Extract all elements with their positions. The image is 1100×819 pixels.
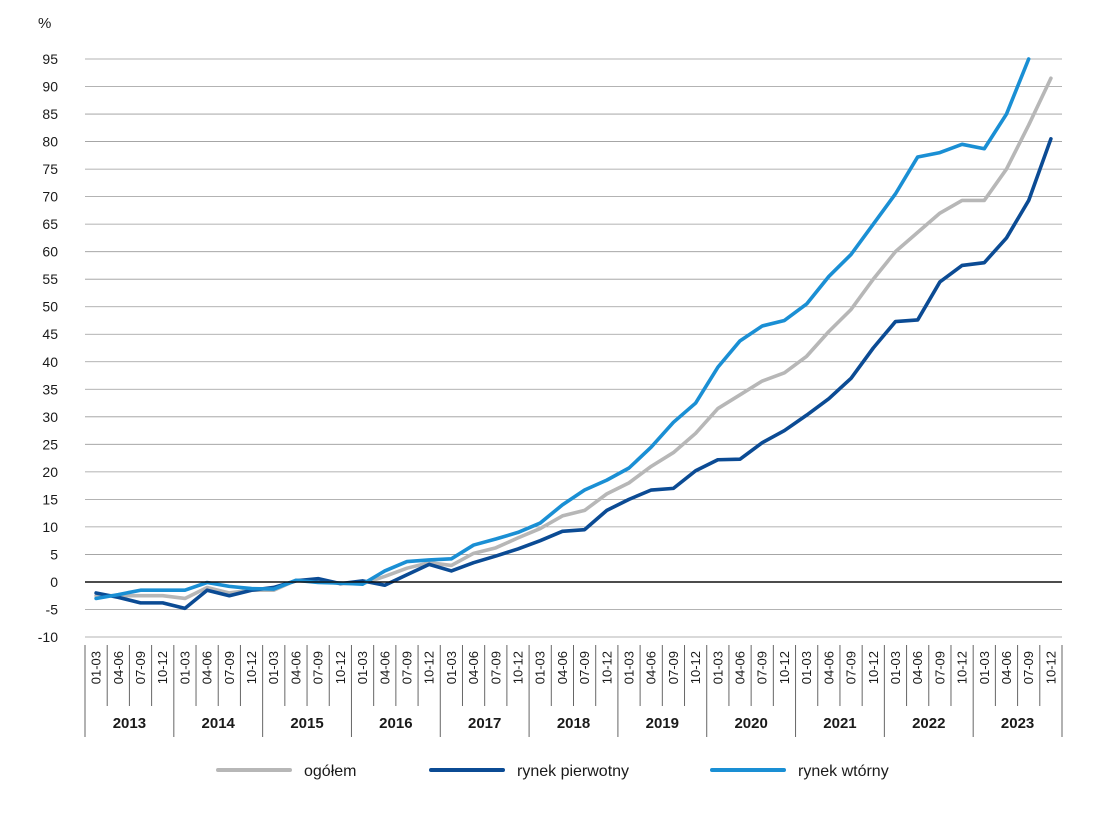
year-label: 2020	[734, 715, 767, 732]
quarter-tick-label: 07-09	[844, 651, 859, 684]
quarter-tick-label: 04-06	[821, 651, 836, 684]
series-lines	[94, 57, 1053, 611]
y-tick-label: 75	[42, 161, 58, 177]
quarter-tick-label: 07-09	[311, 651, 326, 684]
quarter-tick-label: 04-06	[733, 651, 748, 684]
y-tick-label: 25	[42, 436, 58, 452]
quarter-tick-label: 07-09	[755, 651, 770, 684]
quarter-tick-label: 04-06	[466, 651, 481, 684]
quarter-tick-label: 01-03	[888, 651, 903, 684]
y-tick-label: 20	[42, 464, 58, 480]
series-line-2	[94, 57, 1031, 601]
y-tick-label: 15	[42, 491, 58, 507]
y-tick-label: 10	[42, 519, 58, 535]
legend-label-0: ogółem	[304, 763, 356, 780]
y-tick-label: 55	[42, 271, 58, 287]
quarter-tick-label: 04-06	[377, 651, 392, 684]
quarter-tick-label: 10-12	[155, 651, 170, 684]
series-line-1	[94, 137, 1053, 611]
quarter-tick-label: 01-03	[177, 651, 192, 684]
quarter-tick-label: 01-03	[444, 651, 459, 684]
quarter-tick-label: 07-09	[399, 651, 414, 684]
quarter-tick-label: 01-03	[355, 651, 370, 684]
quarter-tick-label: 01-03	[89, 651, 104, 684]
quarter-tick-label: 07-09	[666, 651, 681, 684]
y-tick-label: 95	[42, 51, 58, 67]
y-tick-label: 85	[42, 106, 58, 122]
year-label: 2017	[468, 715, 501, 732]
quarter-tick-label: 04-06	[200, 651, 215, 684]
year-label: 2014	[202, 715, 236, 732]
quarter-tick-label: 04-06	[111, 651, 126, 684]
year-label: 2021	[823, 715, 856, 732]
quarter-tick-label: 01-03	[710, 651, 725, 684]
quarter-tick-label: 10-12	[510, 651, 525, 684]
y-tick-label: 65	[42, 216, 58, 232]
quarter-tick-label: 10-12	[244, 651, 259, 684]
quarter-tick-label: 01-03	[799, 651, 814, 684]
quarter-tick-label: 10-12	[422, 651, 437, 684]
y-tick-label: 50	[42, 299, 58, 315]
y-tick-label: 30	[42, 409, 58, 425]
year-label: 2016	[379, 715, 412, 732]
year-label: 2022	[912, 715, 945, 732]
y-tick-label: 40	[42, 354, 58, 370]
quarter-tick-label: 10-12	[1043, 651, 1058, 684]
y-tick-label: 35	[42, 381, 58, 397]
year-label: 2018	[557, 715, 590, 732]
year-label: 2015	[290, 715, 323, 732]
y-tick-label: 45	[42, 326, 58, 342]
series-line-0	[94, 76, 1053, 601]
quarter-tick-label: 07-09	[1021, 651, 1036, 684]
year-label: 2023	[1001, 715, 1034, 732]
quarter-tick-label: 07-09	[932, 651, 947, 684]
quarter-tick-label: 10-12	[955, 651, 970, 684]
quarter-tick-label: 07-09	[488, 651, 503, 684]
quarter-tick-label: 07-09	[577, 651, 592, 684]
quarter-tick-label: 07-09	[222, 651, 237, 684]
y-tick-label: 90	[42, 79, 58, 95]
y-tick-label: 80	[42, 134, 58, 150]
quarter-tick-label: 04-06	[999, 651, 1014, 684]
quarter-tick-label: 10-12	[866, 651, 881, 684]
y-tick-label: 0	[50, 574, 58, 590]
quarter-tick-label: 04-06	[555, 651, 570, 684]
quarter-tick-label: 04-06	[910, 651, 925, 684]
y-tick-label: 60	[42, 244, 58, 260]
quarter-tick-label: 01-03	[977, 651, 992, 684]
quarter-tick-label: 04-06	[288, 651, 303, 684]
quarter-tick-label: 10-12	[688, 651, 703, 684]
year-label: 2019	[646, 715, 679, 732]
quarter-tick-label: 10-12	[777, 651, 792, 684]
quarter-tick-label: 01-03	[266, 651, 281, 684]
year-label: 2013	[113, 715, 146, 732]
y-tick-label: 5	[50, 546, 58, 562]
y-axis-ticks: -10 -5 0 5 10 15 20 25 30 35 40 45 50 55 60 65 70 75 80 85 9…	[38, 51, 58, 645]
quarter-tick-label: 01-03	[533, 651, 548, 684]
gridlines	[85, 58, 1062, 638]
x-axis: 01-03 04-06 07-09 10-12 01-03 04-06 07-09 10-12…	[84, 645, 1063, 737]
quarter-tick-label: 10-12	[599, 651, 614, 684]
quarter-tick-label: 01-03	[622, 651, 637, 684]
y-tick-label: 70	[42, 189, 58, 205]
y-tick-label: -10	[38, 629, 58, 645]
y-axis-title: %	[38, 15, 51, 32]
quarter-tick-label: 10-12	[333, 651, 348, 684]
quarter-tick-label: 07-09	[133, 651, 148, 684]
legend-label-2: rynek wtórny	[798, 763, 889, 780]
legend: ogółem rynek pierwotny rynek wtórny	[216, 763, 889, 780]
quarter-tick-label: 04-06	[644, 651, 659, 684]
legend-label-1: rynek pierwotny	[517, 763, 629, 780]
y-tick-label: -5	[46, 601, 59, 617]
